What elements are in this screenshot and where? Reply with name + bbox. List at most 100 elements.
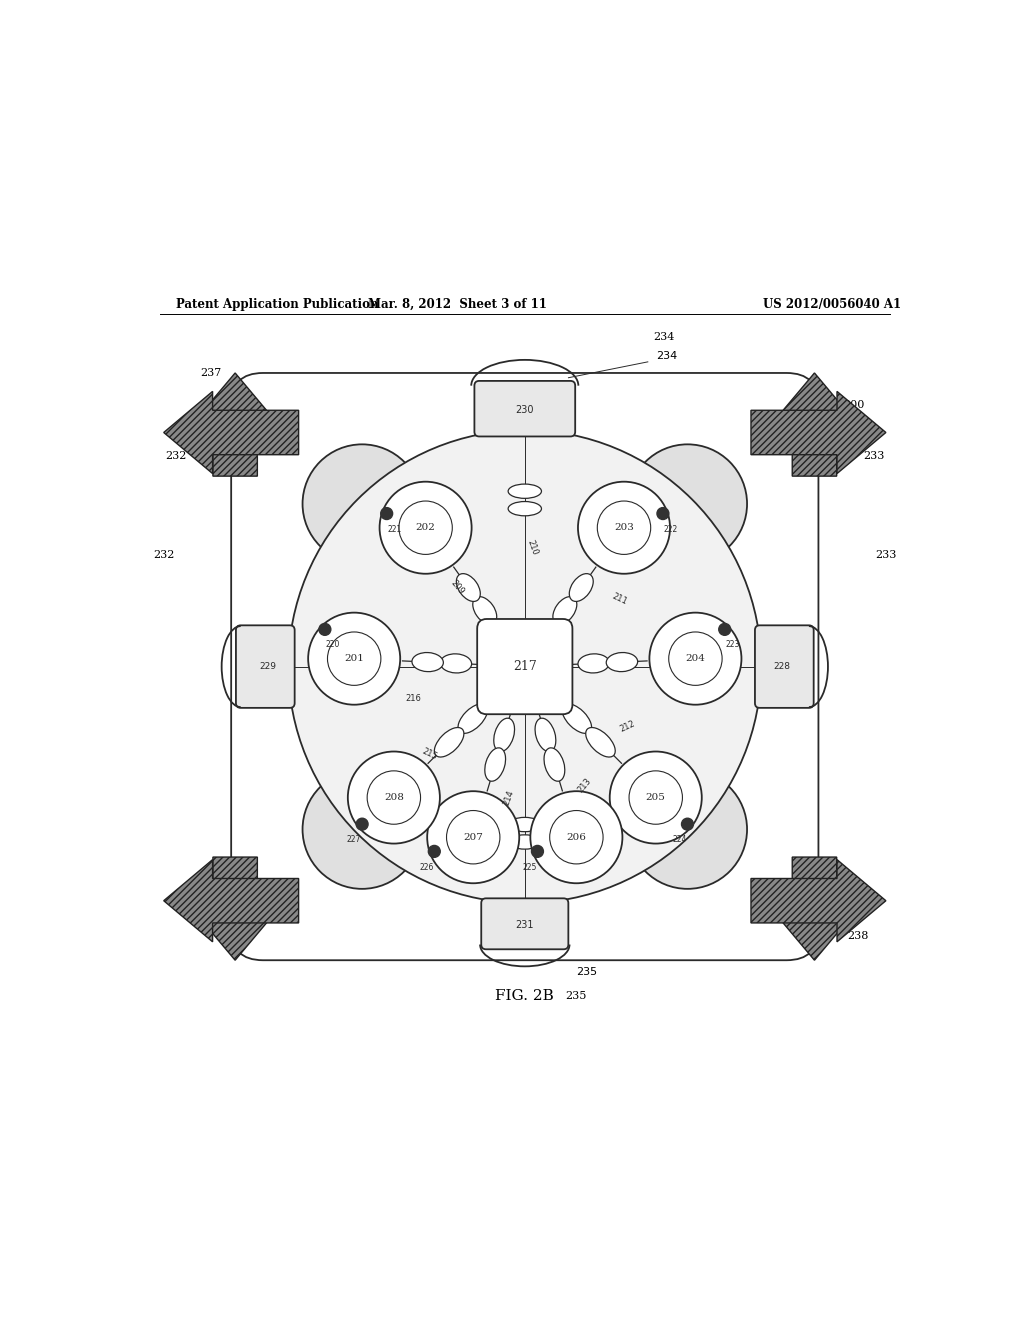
Polygon shape [194, 857, 276, 960]
Text: 232: 232 [165, 451, 186, 461]
Circle shape [530, 791, 623, 883]
Ellipse shape [508, 484, 542, 499]
Ellipse shape [342, 649, 353, 684]
Text: 214: 214 [502, 788, 516, 807]
Ellipse shape [536, 718, 556, 751]
Ellipse shape [544, 748, 565, 781]
Text: 232: 232 [153, 550, 174, 561]
Text: 225: 225 [522, 862, 537, 871]
Text: 207: 207 [463, 833, 483, 842]
Circle shape [649, 612, 741, 705]
Text: 205: 205 [646, 793, 666, 803]
FancyBboxPatch shape [474, 381, 575, 437]
Text: US 2012/0056040 A1: US 2012/0056040 A1 [763, 298, 901, 312]
Ellipse shape [434, 727, 464, 758]
Text: 235: 235 [565, 991, 587, 1001]
Text: 204: 204 [685, 655, 706, 663]
Circle shape [381, 508, 392, 520]
Circle shape [719, 623, 731, 635]
Circle shape [302, 445, 422, 564]
Text: 237: 237 [201, 368, 222, 378]
Polygon shape [751, 859, 886, 942]
Ellipse shape [412, 652, 443, 672]
Text: 215: 215 [421, 747, 438, 762]
Text: 234: 234 [655, 351, 677, 360]
Text: 200: 200 [844, 400, 865, 409]
Circle shape [628, 445, 748, 564]
Text: 201: 201 [344, 655, 365, 663]
Polygon shape [194, 374, 276, 477]
Circle shape [428, 845, 440, 858]
Ellipse shape [440, 653, 472, 673]
Ellipse shape [553, 597, 577, 624]
Text: 208: 208 [384, 793, 403, 803]
Circle shape [609, 751, 701, 843]
Ellipse shape [562, 704, 592, 734]
Ellipse shape [508, 502, 542, 516]
Circle shape [531, 845, 544, 858]
Ellipse shape [696, 649, 708, 684]
Circle shape [682, 818, 693, 830]
Text: 231: 231 [515, 920, 535, 929]
Text: 224: 224 [673, 836, 687, 845]
Circle shape [427, 791, 519, 883]
Ellipse shape [508, 834, 542, 849]
Text: 203: 203 [614, 523, 634, 532]
Circle shape [289, 430, 761, 903]
FancyBboxPatch shape [755, 626, 814, 708]
Text: 222: 222 [664, 524, 678, 533]
Polygon shape [773, 374, 856, 477]
Text: 202: 202 [416, 523, 435, 532]
FancyBboxPatch shape [481, 899, 568, 949]
Text: 212: 212 [618, 718, 637, 734]
Text: 210: 210 [525, 539, 540, 557]
Text: 216: 216 [406, 694, 422, 702]
Text: 233: 233 [863, 451, 885, 461]
FancyBboxPatch shape [236, 626, 295, 708]
Circle shape [308, 612, 400, 705]
Circle shape [302, 770, 422, 888]
Text: 229: 229 [259, 663, 276, 671]
Ellipse shape [494, 718, 514, 751]
Ellipse shape [586, 727, 615, 758]
Polygon shape [164, 859, 299, 942]
Text: FIG. 2B: FIG. 2B [496, 989, 554, 1003]
Ellipse shape [458, 704, 487, 734]
Circle shape [628, 770, 748, 888]
FancyBboxPatch shape [477, 619, 572, 714]
Text: 234: 234 [653, 333, 675, 342]
Polygon shape [164, 391, 299, 474]
Ellipse shape [484, 748, 506, 781]
Ellipse shape [508, 817, 542, 832]
Ellipse shape [473, 597, 497, 624]
Circle shape [380, 482, 472, 574]
Ellipse shape [457, 574, 480, 602]
Circle shape [348, 751, 440, 843]
Ellipse shape [710, 649, 722, 684]
Ellipse shape [578, 653, 609, 673]
Text: 211: 211 [611, 591, 629, 607]
Text: 213: 213 [575, 776, 593, 795]
Text: 233: 233 [876, 550, 897, 561]
Circle shape [318, 623, 331, 635]
Text: 220: 220 [326, 640, 340, 649]
Text: 227: 227 [347, 836, 361, 845]
Ellipse shape [606, 652, 638, 672]
Text: Patent Application Publication: Patent Application Publication [176, 298, 378, 312]
Text: 235: 235 [577, 968, 598, 977]
Text: 228: 228 [773, 663, 791, 671]
Text: Mar. 8, 2012  Sheet 3 of 11: Mar. 8, 2012 Sheet 3 of 11 [368, 298, 547, 312]
Ellipse shape [569, 574, 593, 602]
Text: 230: 230 [515, 405, 535, 414]
Circle shape [657, 508, 669, 520]
Text: 226: 226 [419, 862, 433, 871]
Text: 217: 217 [513, 660, 537, 673]
Text: 221: 221 [387, 524, 401, 533]
Polygon shape [773, 857, 856, 960]
Circle shape [578, 482, 670, 574]
Text: 209: 209 [449, 578, 466, 597]
Text: 238: 238 [848, 932, 868, 941]
Circle shape [356, 818, 368, 830]
Ellipse shape [328, 649, 340, 684]
Text: 206: 206 [566, 833, 587, 842]
